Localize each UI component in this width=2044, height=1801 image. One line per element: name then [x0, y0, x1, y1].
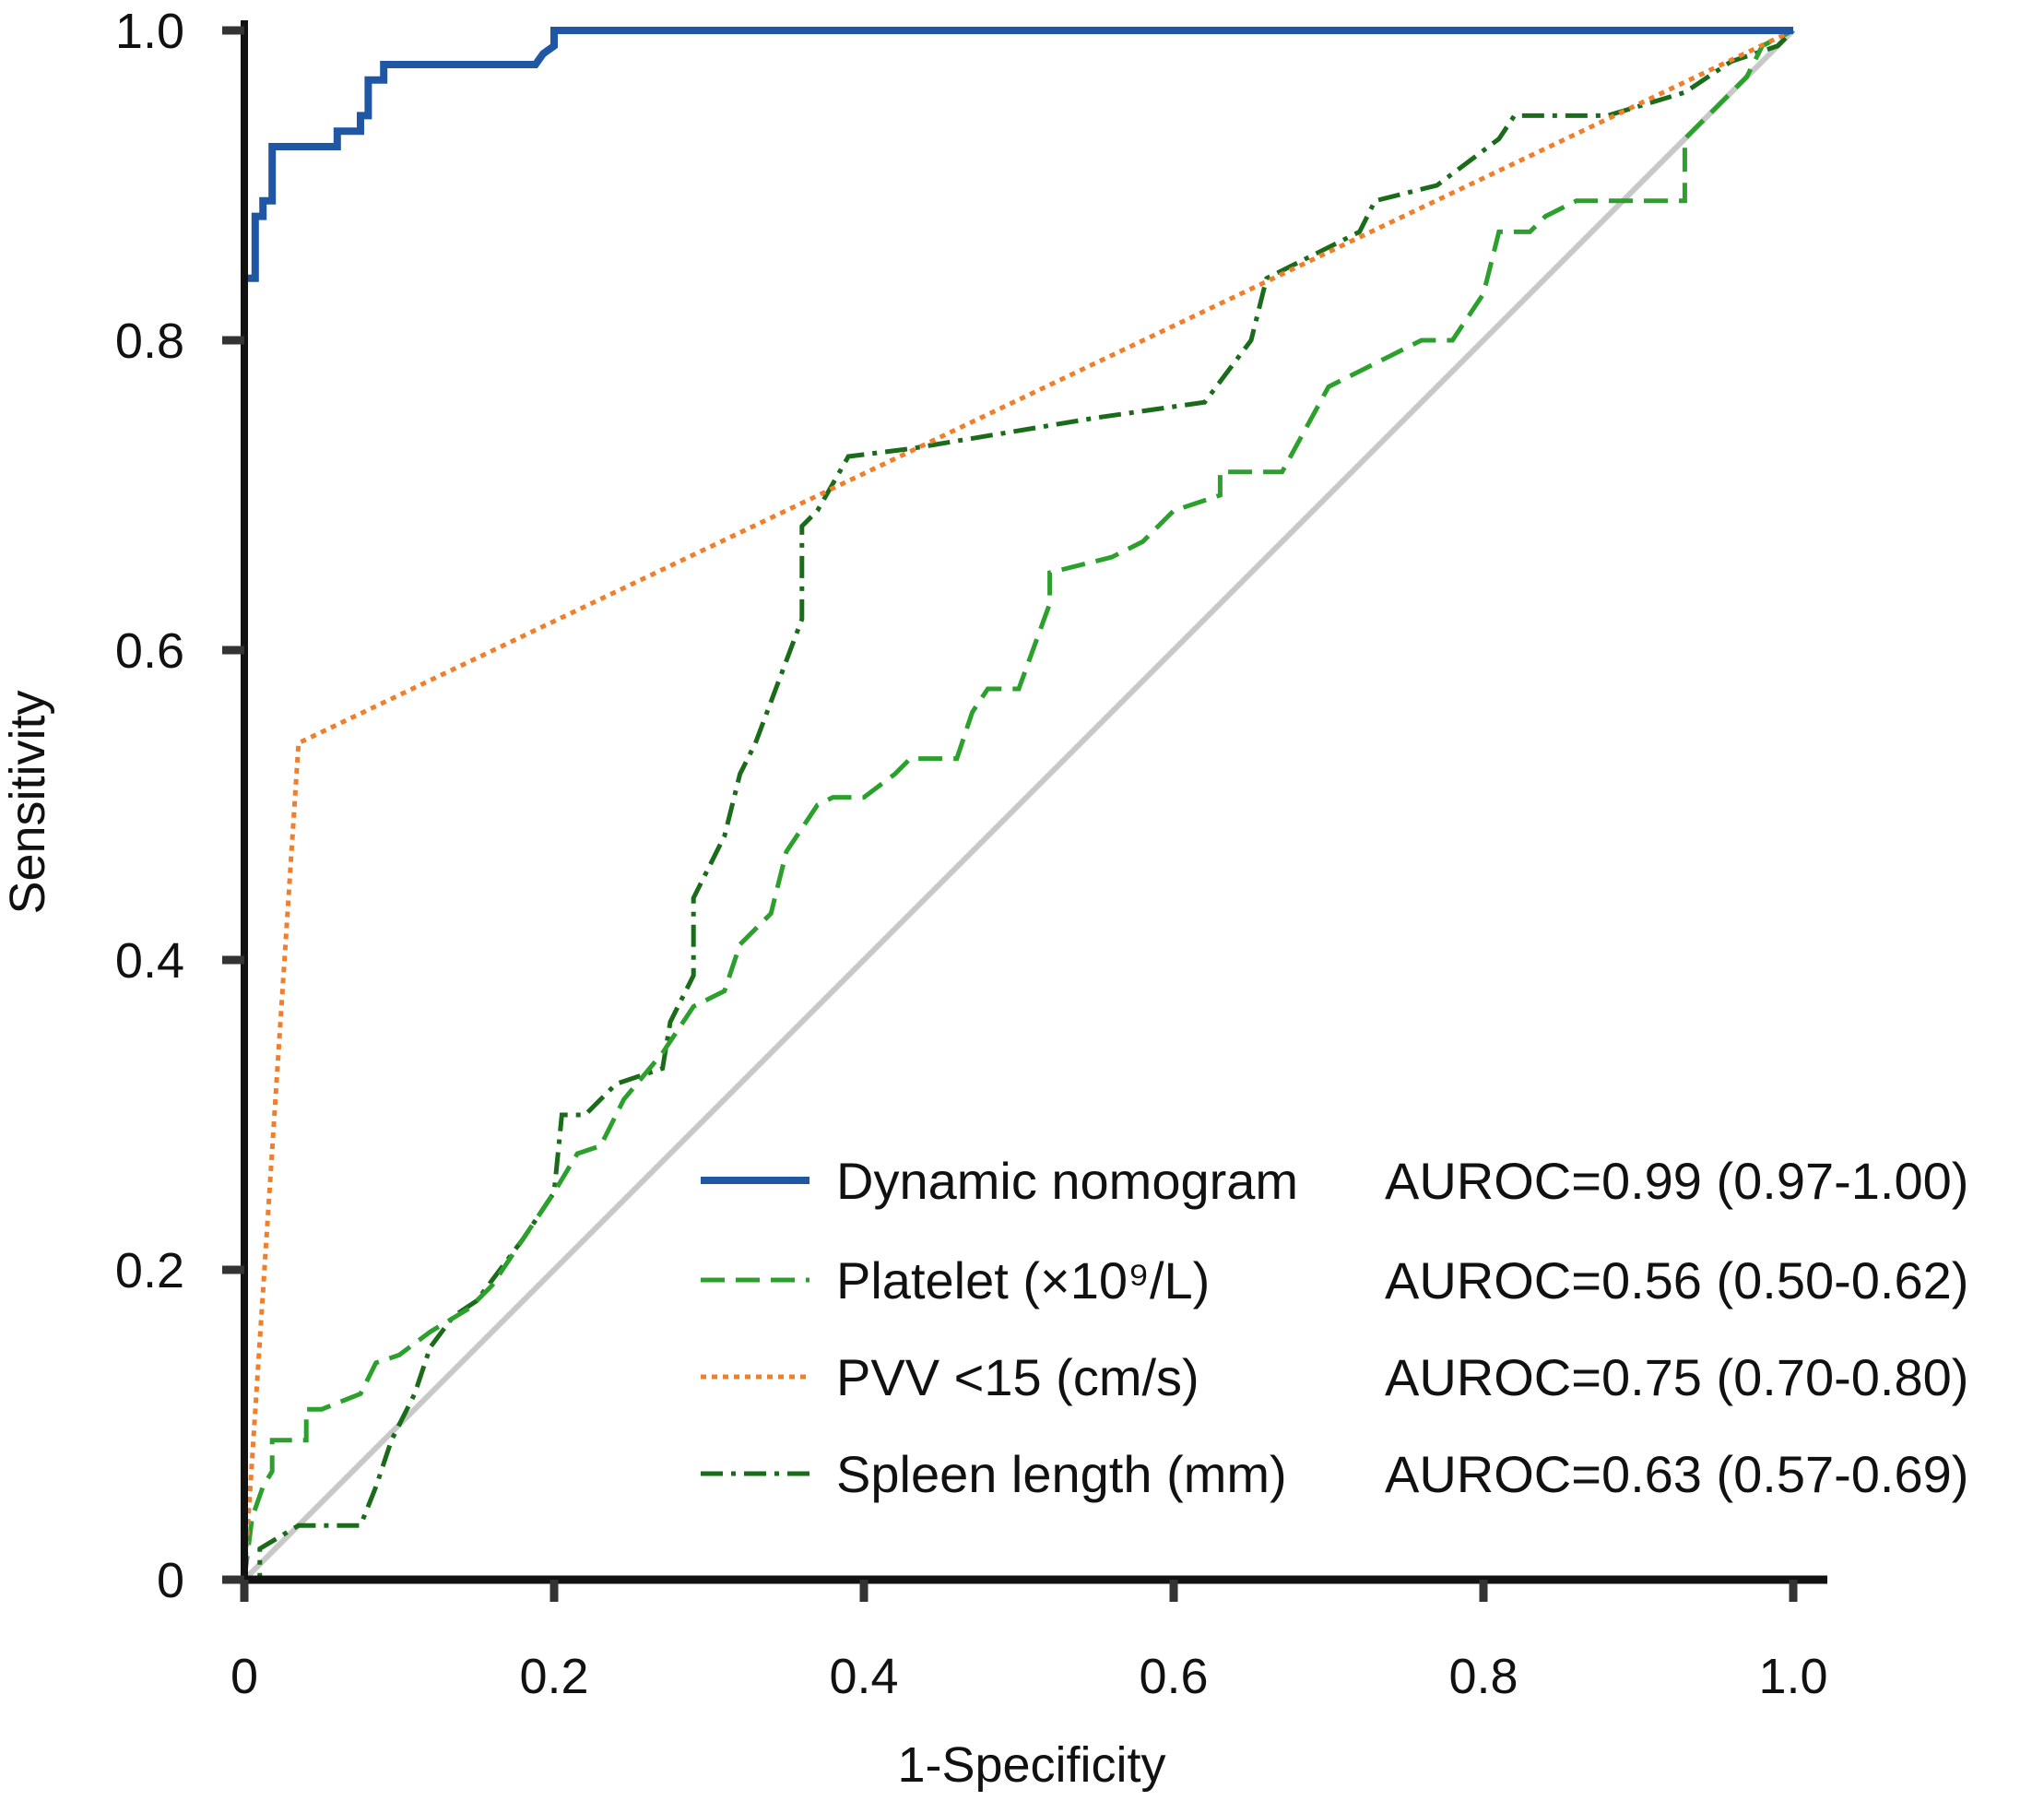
x-tick-label: 0.8	[1448, 1649, 1518, 1704]
y-tick-label: 1.0	[115, 4, 184, 59]
series-line-dynamic-nomogram	[241, 27, 1793, 1580]
x-axis-title: 1-Specificity	[897, 1737, 1165, 1793]
ticks-layer: 0 0.2 0.4 0.6 0.8 1.0 0 0.2 0.4 0.6 0.8 1.0	[115, 4, 1828, 1704]
axes-layer	[241, 20, 1827, 1584]
x-tick-label: 1.0	[1758, 1649, 1827, 1704]
legend-label-3: PVV <15 (cm/s)	[836, 1348, 1199, 1406]
legend-auroc-4: AUROC=0.63 (0.57-0.69)	[1385, 1445, 1968, 1503]
y-axis-title: Sensitivity	[0, 690, 55, 914]
y-tick-label: 0.4	[115, 933, 184, 989]
chance-reference-line	[242, 28, 1796, 1582]
series-line-platelet-10-l	[242, 28, 1795, 1581]
legend-label-2: Platelet (×10⁹/L)	[836, 1251, 1210, 1309]
y-tick-label: 0.6	[115, 623, 184, 679]
x-tick-label: 0	[230, 1649, 258, 1704]
x-tick-label: 0.2	[519, 1649, 588, 1704]
series-line-spleen-length-mm	[244, 29, 1795, 1582]
series-line-pvv-15-cm-s	[242, 28, 1795, 1581]
y-tick-label: 0.8	[115, 314, 184, 369]
legend-auroc-3: AUROC=0.75 (0.70-0.80)	[1385, 1348, 1968, 1406]
reference-line-layer	[242, 28, 1796, 1582]
legend-auroc-1: AUROC=0.99 (0.97-1.00)	[1385, 1152, 1968, 1210]
x-tick-label: 0.6	[1139, 1649, 1208, 1704]
x-tick-label: 0.4	[829, 1649, 898, 1704]
legend-auroc-2: AUROC=0.56 (0.50-0.62)	[1385, 1251, 1968, 1309]
series-layer	[241, 27, 1795, 1582]
legend-label-1: Dynamic nomogram	[836, 1152, 1298, 1210]
y-tick-label: 0.2	[115, 1243, 184, 1298]
legend-label-4: Spleen length (mm)	[836, 1445, 1287, 1503]
legend: Dynamic nomogram AUROC=0.99 (0.97-1.00) Pl…	[701, 1152, 1968, 1503]
y-tick-label: 0	[157, 1553, 184, 1608]
